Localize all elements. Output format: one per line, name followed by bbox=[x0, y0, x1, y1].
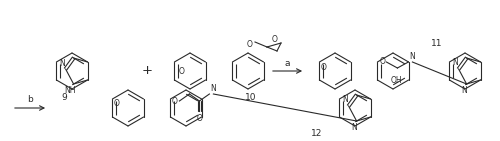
Text: N: N bbox=[342, 95, 348, 104]
Text: O: O bbox=[320, 62, 326, 71]
Text: 11: 11 bbox=[431, 38, 443, 48]
Text: O: O bbox=[380, 58, 386, 67]
Text: N: N bbox=[462, 86, 468, 95]
Text: 10: 10 bbox=[245, 92, 257, 102]
Text: O: O bbox=[178, 67, 184, 75]
Text: N: N bbox=[452, 58, 458, 67]
Text: O: O bbox=[172, 96, 177, 105]
Text: 9: 9 bbox=[61, 92, 67, 102]
Text: +: + bbox=[142, 64, 152, 78]
Text: N: N bbox=[410, 52, 415, 61]
Text: O: O bbox=[114, 100, 119, 109]
Text: N: N bbox=[60, 59, 66, 68]
Text: N: N bbox=[210, 84, 216, 93]
Text: O: O bbox=[272, 35, 278, 44]
Text: O: O bbox=[196, 114, 202, 123]
Text: OH: OH bbox=[390, 76, 402, 85]
Text: O: O bbox=[247, 40, 253, 49]
Text: N: N bbox=[352, 123, 358, 132]
Text: 12: 12 bbox=[312, 129, 322, 138]
Text: a: a bbox=[284, 59, 290, 68]
Text: NH: NH bbox=[64, 86, 76, 95]
Text: b: b bbox=[27, 95, 33, 104]
